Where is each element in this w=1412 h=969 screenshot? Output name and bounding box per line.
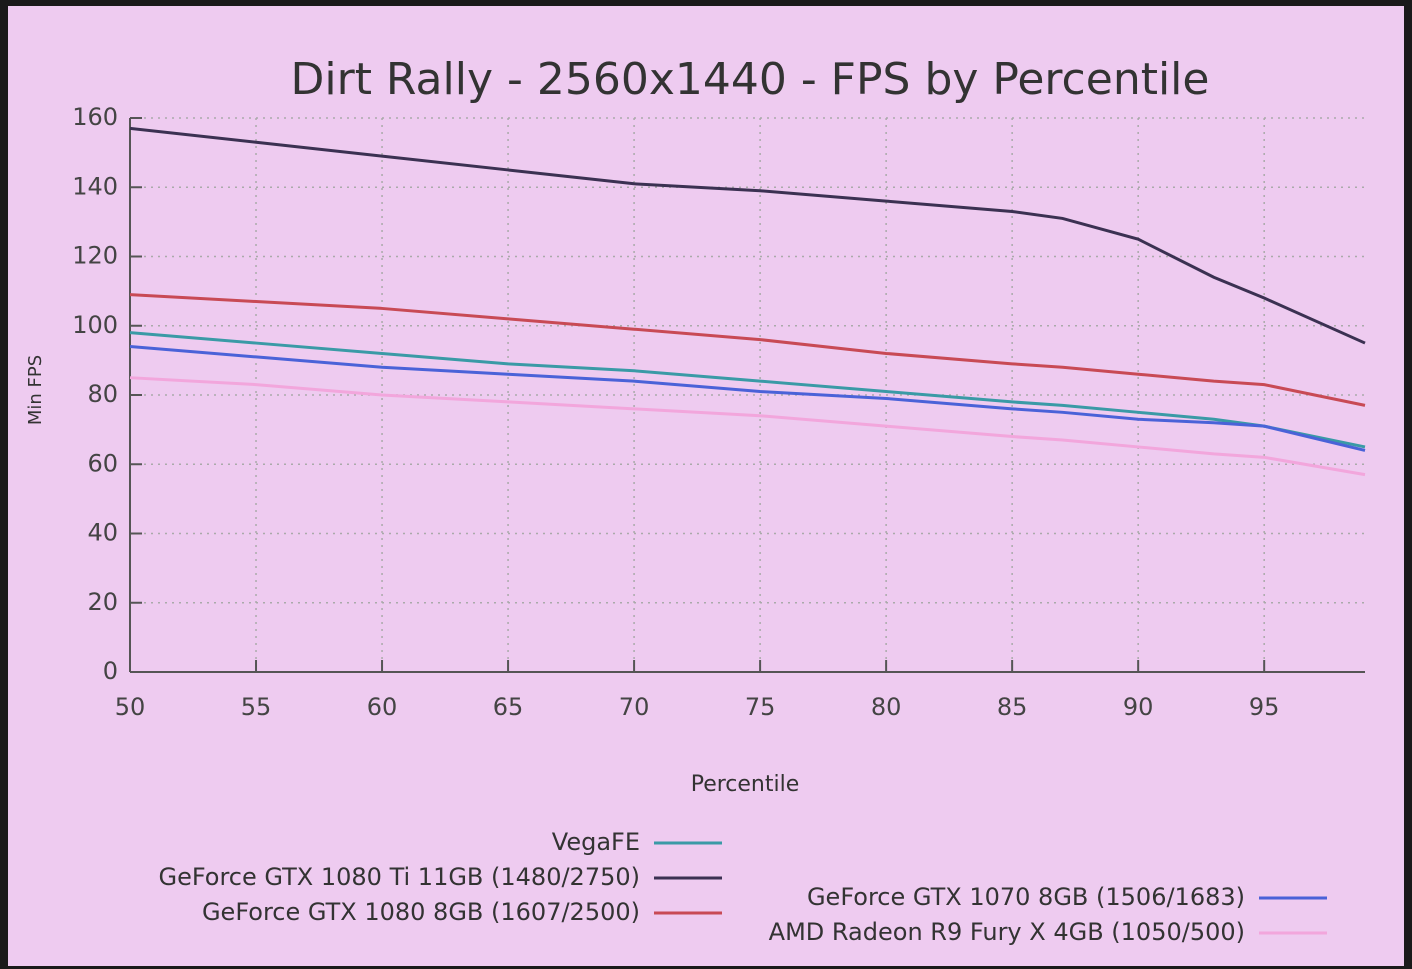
legend-label: GeForce GTX 1080 Ti 11GB (1480/2750) — [158, 863, 640, 891]
y-tick-label: 40 — [87, 519, 118, 547]
y-tick-label: 60 — [87, 449, 118, 477]
series-line — [129, 126, 1366, 345]
y-tick-label: 140 — [72, 172, 118, 200]
x-tick-label: 60 — [367, 693, 398, 721]
x-tick-label: 85 — [997, 693, 1028, 721]
x-tick-label: 70 — [619, 693, 650, 721]
y-tick-label: 20 — [87, 588, 118, 616]
y-tick-label: 120 — [72, 242, 118, 270]
x-tick-label: 55 — [241, 693, 272, 721]
legend-label: GeForce GTX 1080 8GB (1607/2500) — [202, 898, 640, 926]
y-axis-label: Min FPS — [25, 355, 46, 425]
x-tick-label: 95 — [1249, 693, 1280, 721]
x-tick-label: 90 — [1123, 693, 1154, 721]
x-axis-label: Percentile — [691, 772, 800, 797]
chart-title: Dirt Rally - 2560x1440 - FPS by Percenti… — [291, 54, 1210, 105]
x-tick-label: 65 — [493, 693, 524, 721]
x-tick-label: 80 — [871, 693, 902, 721]
y-tick-label: 100 — [72, 311, 118, 339]
legend-label: VegaFE — [552, 828, 640, 856]
x-tick-label: 50 — [115, 693, 146, 721]
series-line — [129, 293, 1366, 407]
series-line — [129, 345, 1366, 452]
series-line — [129, 331, 1366, 449]
legend-label: GeForce GTX 1070 8GB (1506/1683) — [807, 883, 1245, 911]
y-tick-label: 0 — [103, 657, 118, 685]
legend-label: AMD Radeon R9 Fury X 4GB (1050/500) — [769, 918, 1245, 946]
series-line — [129, 376, 1366, 477]
x-tick-label: 75 — [745, 693, 776, 721]
chart-background — [8, 6, 1404, 966]
y-tick-label: 80 — [87, 380, 118, 408]
y-tick-label: 160 — [72, 103, 118, 131]
